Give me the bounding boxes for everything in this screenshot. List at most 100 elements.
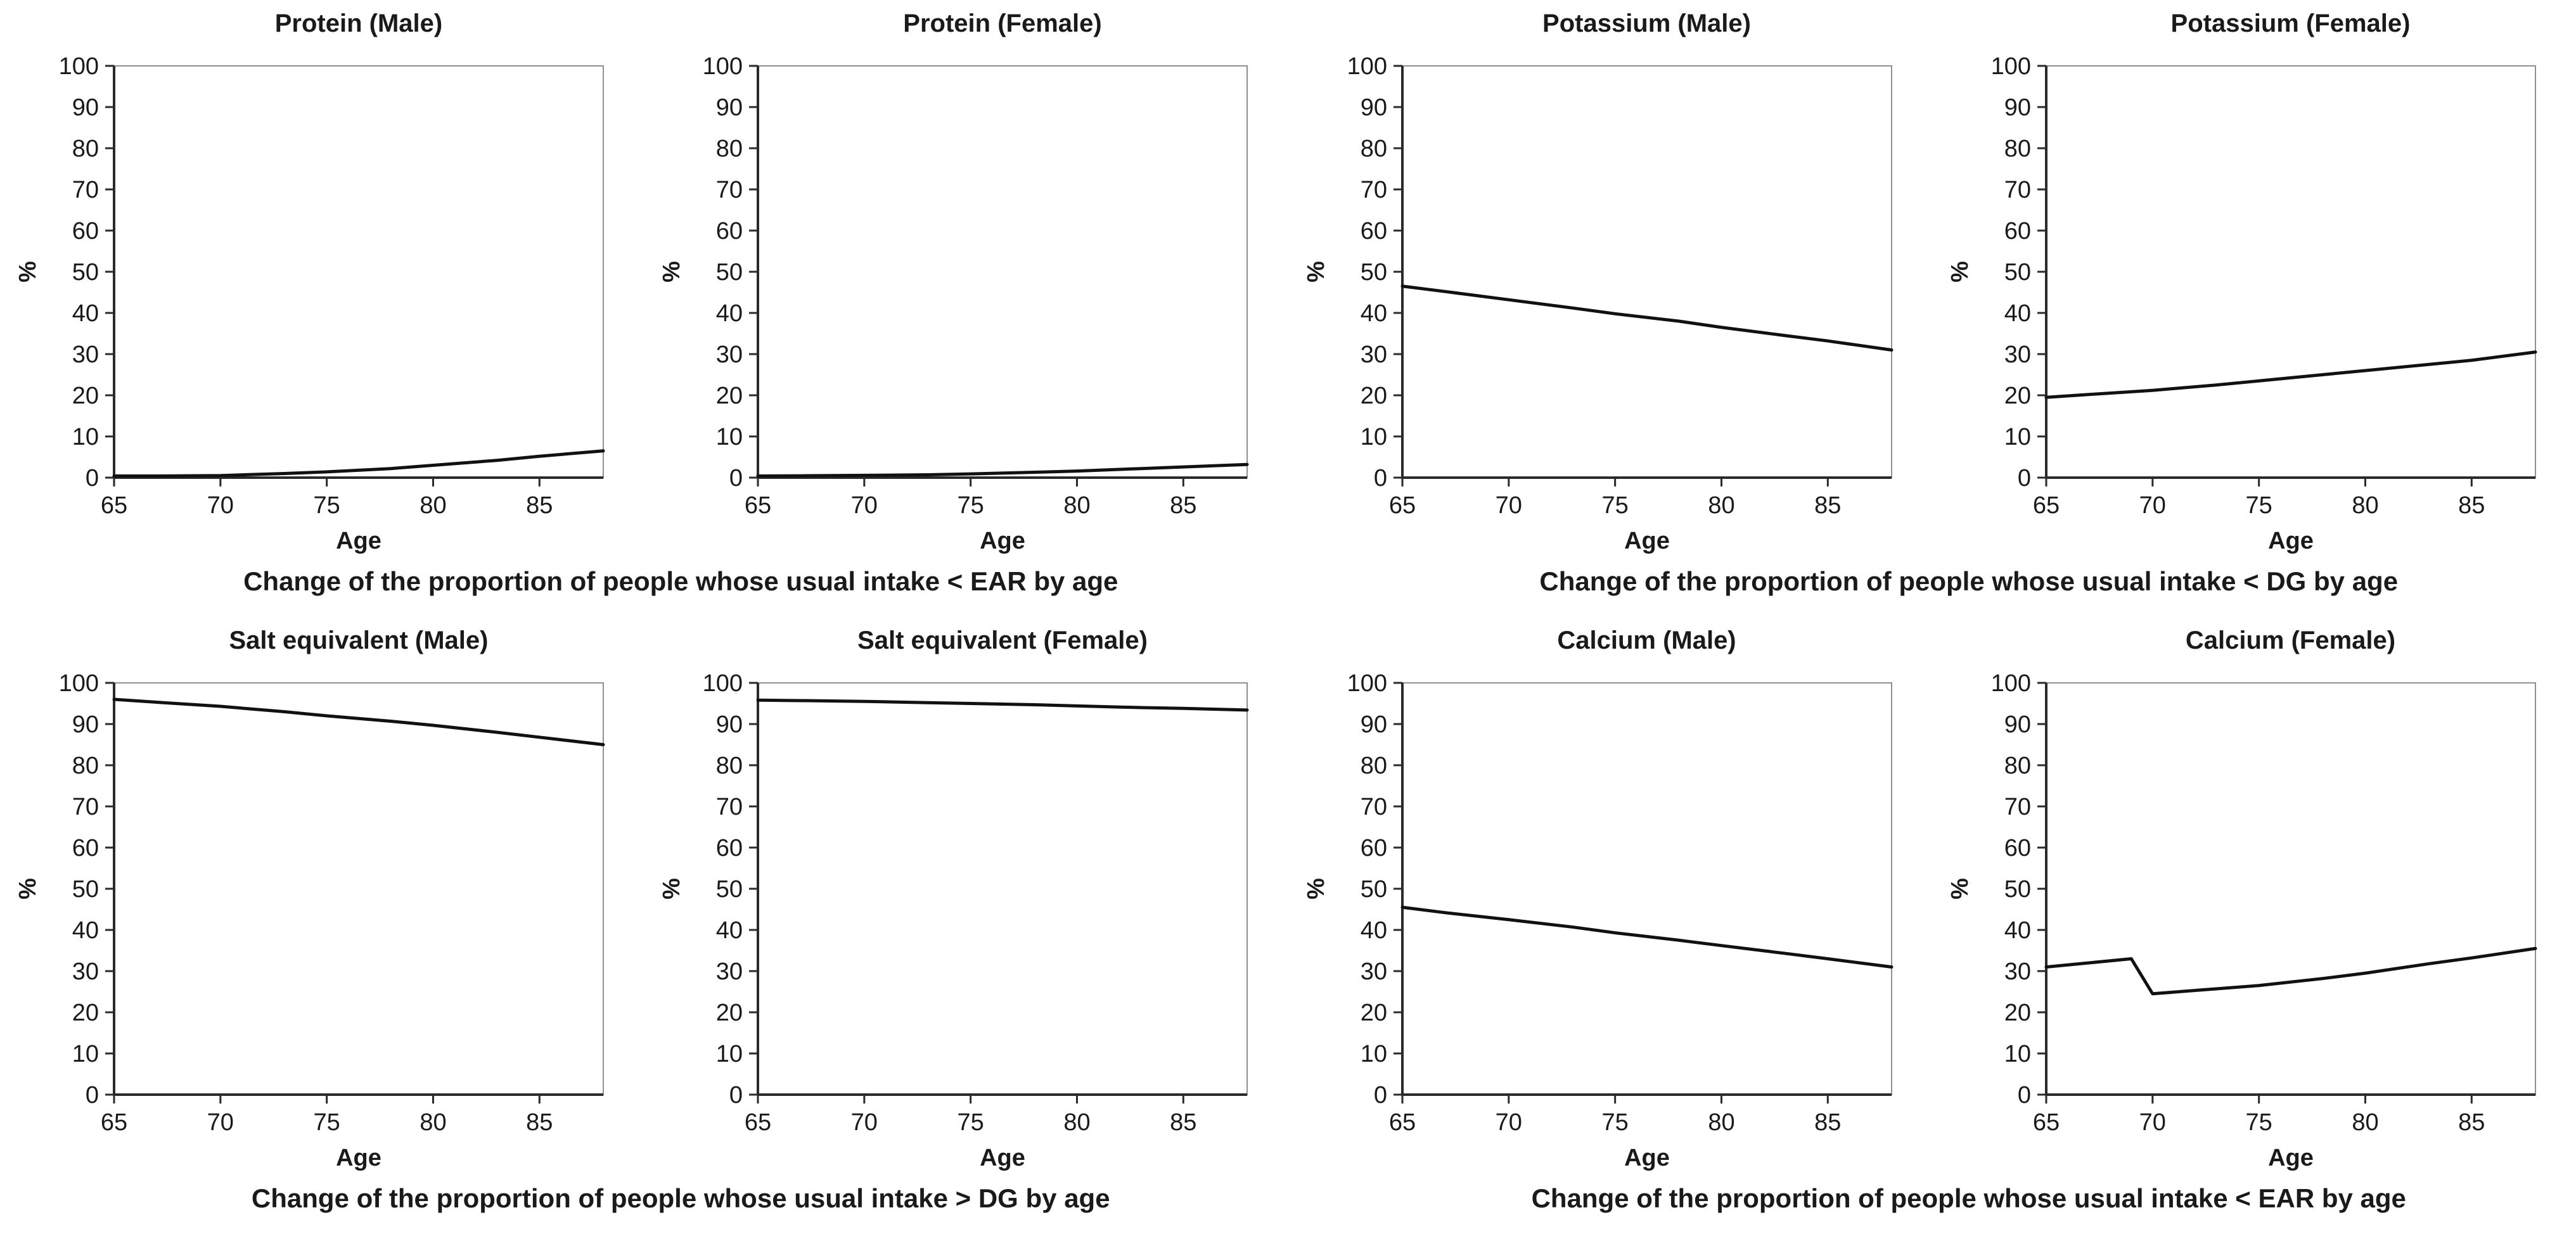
svg-text:100: 100 [59,53,99,80]
svg-text:85: 85 [1170,1109,1196,1136]
svg-text:10: 10 [1360,424,1387,450]
svg-text:100: 100 [703,53,743,80]
svg-text:75: 75 [314,492,340,519]
svg-text:75: 75 [2245,492,2272,519]
chart-protein-male: Protein (Male) 0 10 20 30 40 50 60 70 80 90 100 65 7… [0,6,644,560]
svg-text:90: 90 [1360,94,1387,121]
svg-text:%: % [658,878,685,900]
svg-text:85: 85 [2458,1109,2485,1136]
chart-title-salt-male: Salt equivalent (Male) [229,627,489,654]
svg-text:30: 30 [1360,341,1387,368]
svg-text:65: 65 [1388,492,1415,519]
svg-text:70: 70 [1360,794,1387,820]
chart-pair-potassium: Potassium (Male) 0 10 20 30 40 50 60 70 80 90 100 6… [1288,6,2576,560]
svg-text:65: 65 [745,1109,771,1136]
svg-text:50: 50 [72,259,99,286]
svg-text:Age: Age [336,1145,381,1171]
svg-text:90: 90 [2004,711,2030,738]
salt-male-plot: 0 10 20 30 40 50 60 70 80 90 100 65 70 75 80 85 Age% [15,670,605,1171]
svg-text:85: 85 [526,492,553,519]
svg-text:60: 60 [716,835,743,862]
svg-text:100: 100 [1347,53,1387,80]
chart-calcium-female: Calcium (Female) 0 10 20 30 40 50 60 70 80 90 100 6… [1932,623,2576,1177]
svg-text:80: 80 [1708,492,1734,519]
svg-text:70: 70 [716,794,743,820]
svg-text:40: 40 [2004,300,2030,327]
svg-text:80: 80 [2004,753,2030,779]
svg-text:100: 100 [1990,53,2030,80]
svg-text:0: 0 [1373,1082,1387,1109]
svg-text:40: 40 [716,300,743,327]
svg-text:30: 30 [2004,958,2030,985]
svg-text:65: 65 [2032,492,2059,519]
chart-potassium-female: Potassium (Female) 0 10 20 30 40 50 60 70 80 90 10… [1932,6,2576,560]
svg-text:30: 30 [716,341,743,368]
potassium-female-plot: 0 10 20 30 40 50 60 70 80 90 100 65 70 75 80 85 Age% [1947,53,2537,554]
svg-text:20: 20 [716,383,743,409]
svg-text:0: 0 [2017,465,2030,492]
chart-title-salt-female: Salt equivalent (Female) [857,627,1148,654]
svg-text:70: 70 [1360,177,1387,203]
svg-text:90: 90 [72,711,99,738]
svg-text:60: 60 [72,835,99,862]
svg-text:80: 80 [1063,492,1090,519]
svg-text:90: 90 [716,94,743,121]
svg-text:Age: Age [1624,1145,1670,1171]
chart-title-potassium-female: Potassium (Female) [2170,10,2411,37]
chart-protein-female: Protein (Female) 0 10 20 30 40 50 60 70 80 90 100 6… [644,6,1288,560]
svg-text:80: 80 [1360,136,1387,162]
svg-text:80: 80 [1360,753,1387,779]
svg-text:10: 10 [72,1041,99,1067]
svg-text:0: 0 [729,1082,743,1109]
svg-text:30: 30 [1360,958,1387,985]
svg-text:70: 70 [207,1109,234,1136]
svg-text:80: 80 [420,1109,446,1136]
svg-text:85: 85 [1170,492,1196,519]
svg-text:70: 70 [1495,1109,1522,1136]
svg-text:50: 50 [716,876,743,903]
chart-title-protein-male: Protein (Male) [274,10,443,37]
svg-text:20: 20 [2004,383,2030,409]
svg-text:%: % [1947,261,1973,283]
svg-text:100: 100 [1990,670,2030,697]
svg-text:10: 10 [2004,1041,2030,1067]
svg-text:Age: Age [2268,1145,2314,1171]
svg-text:90: 90 [1360,711,1387,738]
svg-text:60: 60 [716,218,743,245]
svg-text:30: 30 [2004,341,2030,368]
chart-pair-calcium: Calcium (Male) 0 10 20 30 40 50 60 70 80 90 100 65 7… [1288,623,2576,1177]
chart-title-calcium-female: Calcium (Female) [2185,627,2396,654]
svg-text:70: 70 [2004,794,2030,820]
svg-text:70: 70 [851,492,878,519]
svg-text:80: 80 [420,492,446,519]
svg-text:10: 10 [72,424,99,450]
svg-text:0: 0 [86,1082,99,1109]
svg-text:65: 65 [2032,1109,2059,1136]
svg-text:%: % [1303,878,1330,900]
svg-text:60: 60 [1360,835,1387,862]
svg-text:85: 85 [526,1109,553,1136]
svg-text:60: 60 [2004,218,2030,245]
chart-pair-protein: Protein (Male) 0 10 20 30 40 50 60 70 80 90 100 65 7… [0,6,1288,560]
svg-text:80: 80 [2352,1109,2378,1136]
svg-text:90: 90 [72,94,99,121]
group-salt-dg: Salt equivalent (Male) 0 10 20 30 40 50 60 70 80… [0,617,1288,1234]
chart-calcium-male: Calcium (Male) 0 10 20 30 40 50 60 70 80 90 100 65 7… [1288,623,1932,1177]
svg-text:40: 40 [2004,917,2030,944]
svg-text:90: 90 [2004,94,2030,121]
svg-text:65: 65 [101,492,127,519]
svg-text:75: 75 [314,1109,340,1136]
protein-male-plot: 0 10 20 30 40 50 60 70 80 90 100 65 70 75 80 85 Age% [15,53,605,554]
svg-text:80: 80 [1063,1109,1090,1136]
svg-text:50: 50 [1360,876,1387,903]
svg-text:Age: Age [1624,528,1670,554]
svg-text:30: 30 [72,958,99,985]
svg-text:30: 30 [72,341,99,368]
svg-text:40: 40 [716,917,743,944]
group-protein-ear: Protein (Male) 0 10 20 30 40 50 60 70 80 90 100 65 7… [0,0,1288,617]
salt-female-plot: 0 10 20 30 40 50 60 70 80 90 100 65 70 75 80 85 Age% [658,670,1249,1171]
svg-text:Age: Age [2268,528,2314,554]
svg-text:65: 65 [1388,1109,1415,1136]
svg-text:70: 70 [716,177,743,203]
caption-protein-ear: Change of the proportion of people whose… [243,566,1118,596]
